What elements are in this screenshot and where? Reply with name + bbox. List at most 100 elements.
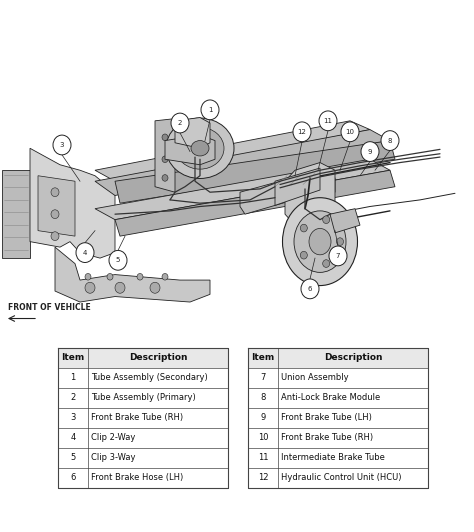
Circle shape <box>319 111 337 131</box>
Text: 7: 7 <box>336 253 340 259</box>
Text: 3: 3 <box>70 413 76 422</box>
FancyBboxPatch shape <box>248 348 428 368</box>
Text: 12: 12 <box>258 473 268 483</box>
Text: Front Brake Tube (RH): Front Brake Tube (RH) <box>281 434 373 443</box>
Polygon shape <box>285 163 335 231</box>
Polygon shape <box>175 118 210 148</box>
FancyBboxPatch shape <box>248 388 428 408</box>
Text: Description: Description <box>324 353 382 362</box>
Circle shape <box>76 243 94 262</box>
Text: Description: Description <box>129 353 187 362</box>
Polygon shape <box>275 168 320 205</box>
Text: 12: 12 <box>298 129 306 135</box>
Circle shape <box>341 122 359 142</box>
Polygon shape <box>2 170 30 258</box>
Circle shape <box>323 216 330 223</box>
Polygon shape <box>95 121 370 181</box>
FancyBboxPatch shape <box>248 368 428 388</box>
Polygon shape <box>55 247 210 302</box>
Ellipse shape <box>294 211 346 272</box>
Text: 10: 10 <box>258 434 268 443</box>
Circle shape <box>107 273 113 280</box>
FancyBboxPatch shape <box>58 388 228 408</box>
Text: Clip 3-Way: Clip 3-Way <box>91 453 136 462</box>
Text: Tube Assembly (Secondary): Tube Assembly (Secondary) <box>91 373 208 383</box>
Circle shape <box>329 246 347 266</box>
Circle shape <box>109 251 127 270</box>
Text: Clip 2-Way: Clip 2-Way <box>91 434 136 443</box>
Circle shape <box>301 279 319 299</box>
Circle shape <box>381 131 399 151</box>
FancyBboxPatch shape <box>58 448 228 468</box>
Polygon shape <box>155 119 175 192</box>
Text: 8: 8 <box>388 138 392 144</box>
Circle shape <box>293 122 311 142</box>
Ellipse shape <box>283 198 357 286</box>
Text: 4: 4 <box>83 250 87 255</box>
FancyBboxPatch shape <box>248 408 428 428</box>
Text: Front Brake Tube (LH): Front Brake Tube (LH) <box>281 413 372 422</box>
Circle shape <box>162 156 168 163</box>
Text: Union Assembly: Union Assembly <box>281 373 348 383</box>
Polygon shape <box>115 140 395 203</box>
Text: 7: 7 <box>260 373 266 383</box>
Text: Tube Assembly (Primary): Tube Assembly (Primary) <box>91 393 196 402</box>
Text: 1: 1 <box>70 373 76 383</box>
Circle shape <box>337 238 344 245</box>
FancyBboxPatch shape <box>58 348 228 368</box>
Text: 2: 2 <box>70 393 76 402</box>
Text: 10: 10 <box>346 129 355 135</box>
Circle shape <box>51 188 59 197</box>
Text: 6: 6 <box>308 286 312 292</box>
Polygon shape <box>165 135 215 165</box>
Circle shape <box>51 232 59 240</box>
Text: Anti-Lock Brake Module: Anti-Lock Brake Module <box>281 393 380 402</box>
Polygon shape <box>95 159 390 220</box>
Text: 5: 5 <box>70 453 76 462</box>
Polygon shape <box>115 170 395 236</box>
Polygon shape <box>240 170 335 214</box>
Text: 11: 11 <box>258 453 268 462</box>
FancyBboxPatch shape <box>58 468 228 488</box>
Text: 8: 8 <box>260 393 266 402</box>
Polygon shape <box>95 130 390 195</box>
Text: 4: 4 <box>70 434 76 443</box>
Circle shape <box>85 282 95 293</box>
Text: Item: Item <box>251 353 274 362</box>
Text: Intermediate Brake Tube: Intermediate Brake Tube <box>281 453 385 462</box>
Text: 1: 1 <box>208 107 212 113</box>
Ellipse shape <box>176 127 224 169</box>
Text: Item: Item <box>61 353 85 362</box>
Circle shape <box>361 142 379 161</box>
Circle shape <box>85 273 91 280</box>
FancyBboxPatch shape <box>58 408 228 428</box>
FancyBboxPatch shape <box>58 428 228 448</box>
FancyBboxPatch shape <box>58 368 228 388</box>
Circle shape <box>171 113 189 133</box>
Circle shape <box>115 282 125 293</box>
Circle shape <box>323 260 330 268</box>
FancyBboxPatch shape <box>248 428 428 448</box>
Polygon shape <box>30 148 115 258</box>
Polygon shape <box>330 209 360 233</box>
Text: 2: 2 <box>178 120 182 126</box>
Circle shape <box>137 273 143 280</box>
Circle shape <box>162 174 168 181</box>
Text: 6: 6 <box>70 473 76 483</box>
Text: 5: 5 <box>116 257 120 263</box>
Text: Front Brake Hose (LH): Front Brake Hose (LH) <box>91 473 183 483</box>
Text: FRONT OF VEHICLE: FRONT OF VEHICLE <box>8 303 91 312</box>
Circle shape <box>150 282 160 293</box>
Circle shape <box>301 251 307 259</box>
Text: 9: 9 <box>368 148 372 155</box>
Ellipse shape <box>191 140 209 156</box>
Text: Front Brake Tube (RH): Front Brake Tube (RH) <box>91 413 183 422</box>
Circle shape <box>51 210 59 219</box>
Circle shape <box>301 224 307 232</box>
Ellipse shape <box>166 118 234 178</box>
Circle shape <box>201 100 219 120</box>
Circle shape <box>162 134 168 140</box>
Text: Hydraulic Control Unit (HCU): Hydraulic Control Unit (HCU) <box>281 473 401 483</box>
FancyBboxPatch shape <box>248 448 428 468</box>
Circle shape <box>53 135 71 155</box>
